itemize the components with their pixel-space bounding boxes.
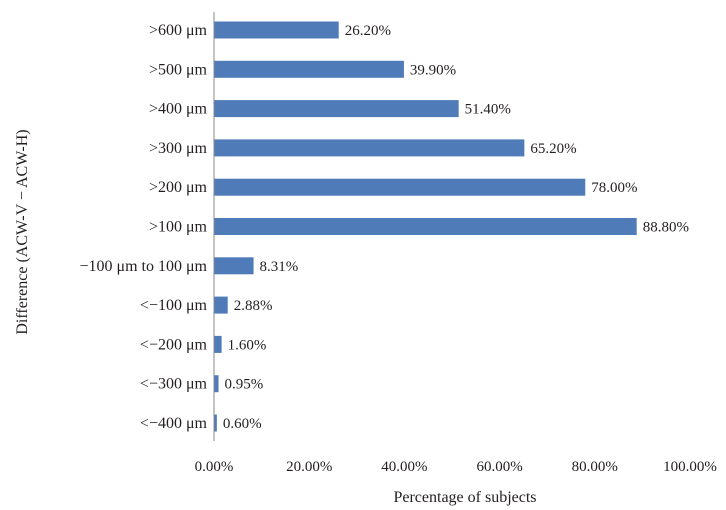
x-tick-label: 0.00% — [195, 459, 234, 475]
category-label: >500 μm — [149, 61, 208, 78]
bar — [214, 178, 586, 196]
data-label: 51.40% — [465, 102, 511, 118]
x-tick-label: 60.00% — [476, 459, 522, 475]
data-label: 65.20% — [530, 141, 576, 157]
data-label: 26.20% — [345, 23, 391, 39]
data-label: 2.88% — [234, 298, 273, 314]
data-label: 8.31% — [260, 259, 299, 275]
bar — [214, 375, 219, 393]
bars-group — [214, 21, 637, 432]
bar — [214, 257, 254, 275]
category-label: <−400 μm — [140, 415, 208, 432]
bar — [214, 21, 339, 39]
category-label: >100 μm — [149, 219, 208, 236]
category-label: >600 μm — [149, 22, 208, 39]
data-label: 39.90% — [410, 62, 456, 78]
x-axis-title: Percentage of subjects — [393, 489, 536, 506]
x-tick-label: 20.00% — [286, 459, 332, 475]
bar — [214, 218, 637, 235]
x-tick-labels: 0.00% 20.00% 40.00% 60.00% 80.00% 100.00% — [195, 459, 717, 475]
data-label: 1.60% — [228, 337, 267, 353]
category-label: <−200 μm — [140, 336, 208, 353]
category-label: >200 μm — [149, 179, 208, 196]
bar — [214, 139, 525, 157]
category-label: >400 μm — [149, 101, 208, 118]
data-label: 78.00% — [591, 180, 637, 196]
x-tick-label: 80.00% — [572, 459, 618, 475]
data-label: 88.80% — [643, 220, 689, 236]
bar — [214, 335, 222, 353]
bar — [214, 414, 217, 432]
bar — [214, 60, 404, 78]
data-label: 0.60% — [223, 416, 262, 432]
category-label: >300 μm — [149, 140, 208, 157]
data-labels: 26.20% 39.90% 51.40% 65.20% 78.00% 88.80% 8.31… — [223, 23, 689, 432]
data-label: 0.95% — [225, 377, 264, 393]
category-label: −100 μm to 100 μm — [79, 258, 207, 275]
bar — [214, 100, 459, 118]
category-label: <−100 μm — [140, 297, 208, 314]
bar — [214, 296, 228, 314]
category-labels: >600 μm >500 μm >400 μm >300 μm >200 μm >100 … — [79, 22, 207, 432]
y-axis-title: Difference (ACW-V − ACW-H) — [14, 129, 31, 334]
category-label: <−300 μm — [140, 376, 208, 393]
x-tick-label: 40.00% — [381, 459, 427, 475]
x-tick-label: 100.00% — [663, 459, 717, 475]
